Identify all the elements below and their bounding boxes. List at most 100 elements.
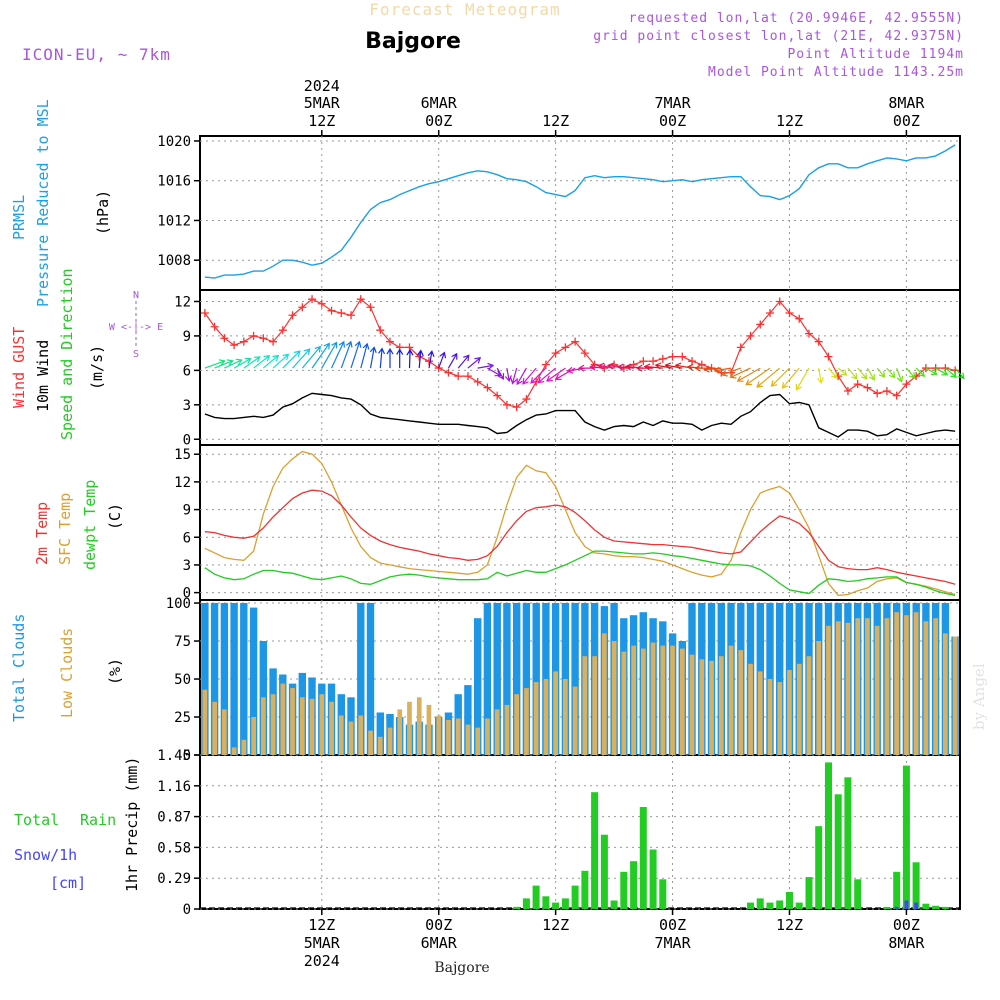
gust-marker	[298, 303, 307, 312]
gust-line	[204, 298, 956, 408]
low-cloud-bar	[485, 718, 490, 755]
low-cloud-bar	[631, 645, 636, 755]
gust-marker	[376, 326, 385, 335]
low-cloud-bar	[874, 625, 880, 755]
wind-direction-arrow	[828, 367, 838, 379]
total-cloud-bar	[249, 607, 258, 755]
wind-direction-arrow	[781, 367, 800, 389]
rain-bar	[513, 906, 521, 909]
wind-direction-arrow	[350, 340, 362, 369]
rain-bar	[893, 871, 901, 909]
gust-marker	[756, 320, 765, 329]
gust-marker	[804, 329, 813, 338]
wind-plot	[200, 295, 965, 438]
wind-direction-arrow	[457, 354, 470, 369]
wind-direction-arrow	[537, 367, 556, 384]
bottom-time-label: 2024	[304, 952, 340, 970]
y-tick-label: 15	[174, 447, 191, 463]
low-cloud-bar	[787, 669, 792, 755]
rain-bar	[815, 826, 823, 909]
gust-marker	[639, 357, 648, 366]
gust-marker	[327, 306, 336, 315]
gust-marker	[444, 368, 453, 377]
temp-label-dew: dewpt Temp	[81, 480, 99, 570]
gust-marker	[463, 372, 472, 381]
y-tick-label: 9	[183, 503, 191, 519]
wind-label-gust: Wind GUST	[10, 327, 28, 408]
panel-pressure-frame	[199, 135, 961, 291]
total-cloud-bar	[503, 603, 511, 755]
wind-direction-arrow	[416, 349, 424, 369]
y-tick-label: 1.16	[157, 779, 191, 795]
wind-direction-arrow	[253, 355, 271, 369]
bottom-time-label: 00Z	[425, 916, 452, 934]
rain-bar	[912, 862, 920, 909]
total-cloud-bar	[776, 603, 784, 755]
low-cloud-bar	[650, 642, 656, 755]
wind-label-unit: (m/s)	[88, 345, 106, 390]
gust-marker	[278, 326, 287, 335]
top-time-label: 7MAR	[655, 94, 692, 112]
wind-direction-arrow	[301, 345, 322, 369]
wind-direction-arrow	[606, 362, 624, 370]
precip-label-unit: 1hr Precip (mm)	[123, 757, 141, 892]
header-location: Bajgore	[365, 29, 461, 54]
y-tick-label: 0	[183, 586, 191, 602]
top-time-label: 00Z	[659, 112, 686, 130]
gust-marker	[493, 391, 502, 400]
rain-bar	[532, 885, 540, 909]
gust-marker	[269, 337, 278, 346]
gust-marker	[658, 354, 667, 363]
wind-direction-arrow	[427, 350, 435, 369]
wind-direction-arrow	[756, 367, 781, 388]
gust-marker	[892, 391, 901, 400]
rain-bar	[902, 765, 910, 909]
total-cloud-bar	[230, 603, 238, 755]
y-tick-label: 12	[174, 475, 191, 491]
y-tick-label: 1.45	[157, 748, 191, 764]
low-cloud-bar	[923, 621, 929, 755]
total-cloud-bar	[210, 603, 219, 755]
snow-bar	[914, 902, 919, 909]
clouds-labels: Total Clouds Low Clouds (%)	[10, 614, 124, 722]
wind-direction-arrow	[204, 359, 226, 369]
wind-direction-arrow	[546, 367, 566, 382]
low-cloud-bar	[222, 709, 227, 755]
compass-s: S	[133, 349, 139, 360]
top-time-label: 00Z	[425, 112, 452, 130]
gust-marker	[259, 334, 268, 343]
wind-direction-arrow	[292, 348, 311, 369]
total-cloud-bar	[483, 603, 492, 755]
low-cloud-bar	[533, 682, 539, 755]
gust-marker	[814, 337, 823, 346]
wind-direction-arrow	[321, 341, 338, 369]
total-cloud-bar	[357, 603, 365, 755]
gust-marker	[921, 364, 930, 373]
wind-direction-arrow	[386, 347, 394, 369]
top-time-label: 00Z	[893, 112, 920, 130]
y-tick-label: 6	[183, 363, 191, 379]
wind-direction-arrow	[438, 351, 447, 369]
rain-bar	[747, 902, 754, 909]
wind-direction-arrow	[369, 346, 377, 369]
low-cloud-bar	[280, 683, 286, 755]
panel-temp-frame	[199, 444, 961, 601]
y-tick-label: 1008	[157, 253, 191, 269]
wind-direction-arrow	[233, 357, 252, 369]
low-cloud-bar	[757, 671, 763, 755]
gust-marker	[688, 357, 697, 366]
bottom-time-label: 5MAR	[304, 934, 341, 952]
precip-plot	[200, 762, 960, 909]
rain-bar	[834, 794, 842, 909]
wind-direction-arrow	[736, 367, 761, 382]
gust-marker	[317, 299, 326, 308]
low-cloud-bar	[592, 656, 597, 755]
gust-marker	[366, 303, 375, 312]
wind-direction-arrow	[396, 348, 404, 369]
low-cloud-bar	[894, 612, 899, 755]
gust-marker	[678, 352, 687, 361]
low-cloud-bar	[611, 641, 617, 755]
gust-marker	[561, 343, 570, 352]
gust-marker	[483, 383, 492, 392]
